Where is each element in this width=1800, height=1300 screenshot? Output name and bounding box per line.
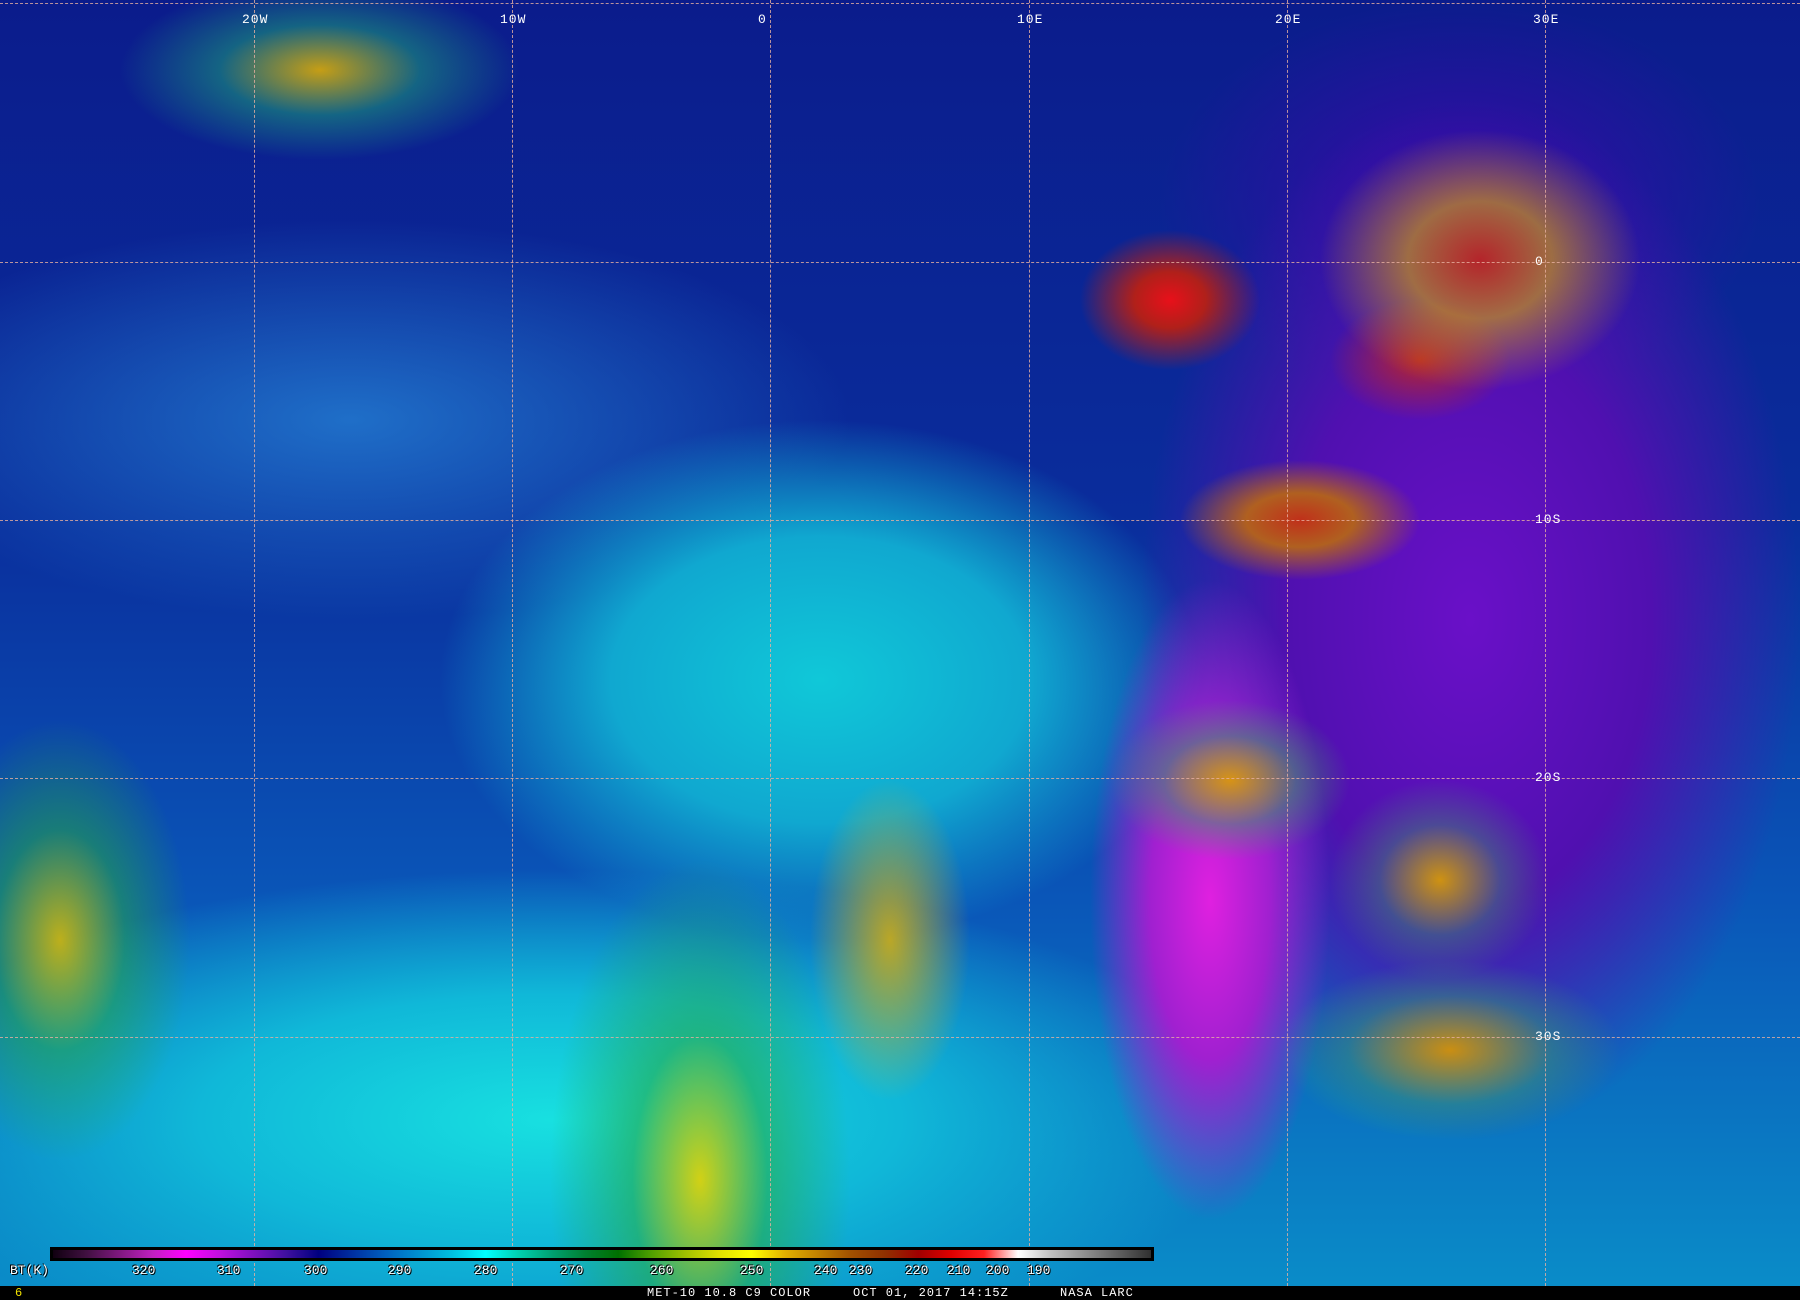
colorbar	[50, 1247, 1154, 1261]
longitude-gridline	[770, 0, 771, 1286]
latitude-label: 10S	[1535, 512, 1562, 527]
colorbar-tick-label: 220	[905, 1263, 929, 1278]
longitude-label: 20W	[242, 12, 269, 27]
longitude-gridline	[254, 0, 255, 1286]
colorbar-tick-label: 280	[474, 1263, 498, 1278]
latitude-gridline	[0, 1037, 1800, 1038]
frame-number: 6	[15, 1286, 24, 1300]
colorbar-tick-label: 260	[650, 1263, 674, 1278]
colorbar-tick-label: 190	[1027, 1263, 1051, 1278]
latitude-gridline	[0, 520, 1800, 521]
latitude-label: 20S	[1535, 770, 1562, 785]
latitude-label: 0	[1535, 254, 1544, 269]
colorbar-tick-label: 300	[304, 1263, 328, 1278]
longitude-gridline	[1287, 0, 1288, 1286]
colorbar-tick-label: 230	[849, 1263, 873, 1278]
longitude-label: 0	[758, 12, 767, 27]
colorbar-tick-label: 270	[560, 1263, 584, 1278]
datetime-label: OCT 01, 2017 14:15Z	[853, 1286, 1009, 1300]
colorbar-unit-label: BT(K)	[10, 1263, 50, 1278]
colorbar-tick-label: 200	[986, 1263, 1010, 1278]
colorbar-tick-label: 310	[217, 1263, 241, 1278]
latitude-gridline	[0, 262, 1800, 263]
credit-label: NASA LARC	[1060, 1286, 1134, 1300]
longitude-gridline	[1545, 0, 1546, 1286]
product-label: MET-10 10.8 C9 COLOR	[647, 1286, 812, 1300]
longitude-label: 10W	[500, 12, 527, 27]
colorbar-tick-label: 210	[947, 1263, 971, 1278]
latitude-label: 30S	[1535, 1029, 1562, 1044]
footer-bar: 6 MET-10 10.8 C9 COLOR OCT 01, 2017 14:1…	[0, 1286, 1800, 1300]
latitude-gridline	[0, 778, 1800, 779]
longitude-label: 20E	[1275, 12, 1302, 27]
colorbar-tick-label: 320	[132, 1263, 156, 1278]
longitude-gridline	[1029, 0, 1030, 1286]
latitude-gridline	[0, 3, 1800, 4]
colorbar-gradient	[53, 1250, 1151, 1258]
colorbar-tick-label: 240	[814, 1263, 838, 1278]
longitude-gridline	[512, 0, 513, 1286]
longitude-label: 10E	[1017, 12, 1044, 27]
colorbar-tick-label: 290	[388, 1263, 412, 1278]
colorbar-tick-label: 250	[740, 1263, 764, 1278]
longitude-label: 30E	[1533, 12, 1560, 27]
